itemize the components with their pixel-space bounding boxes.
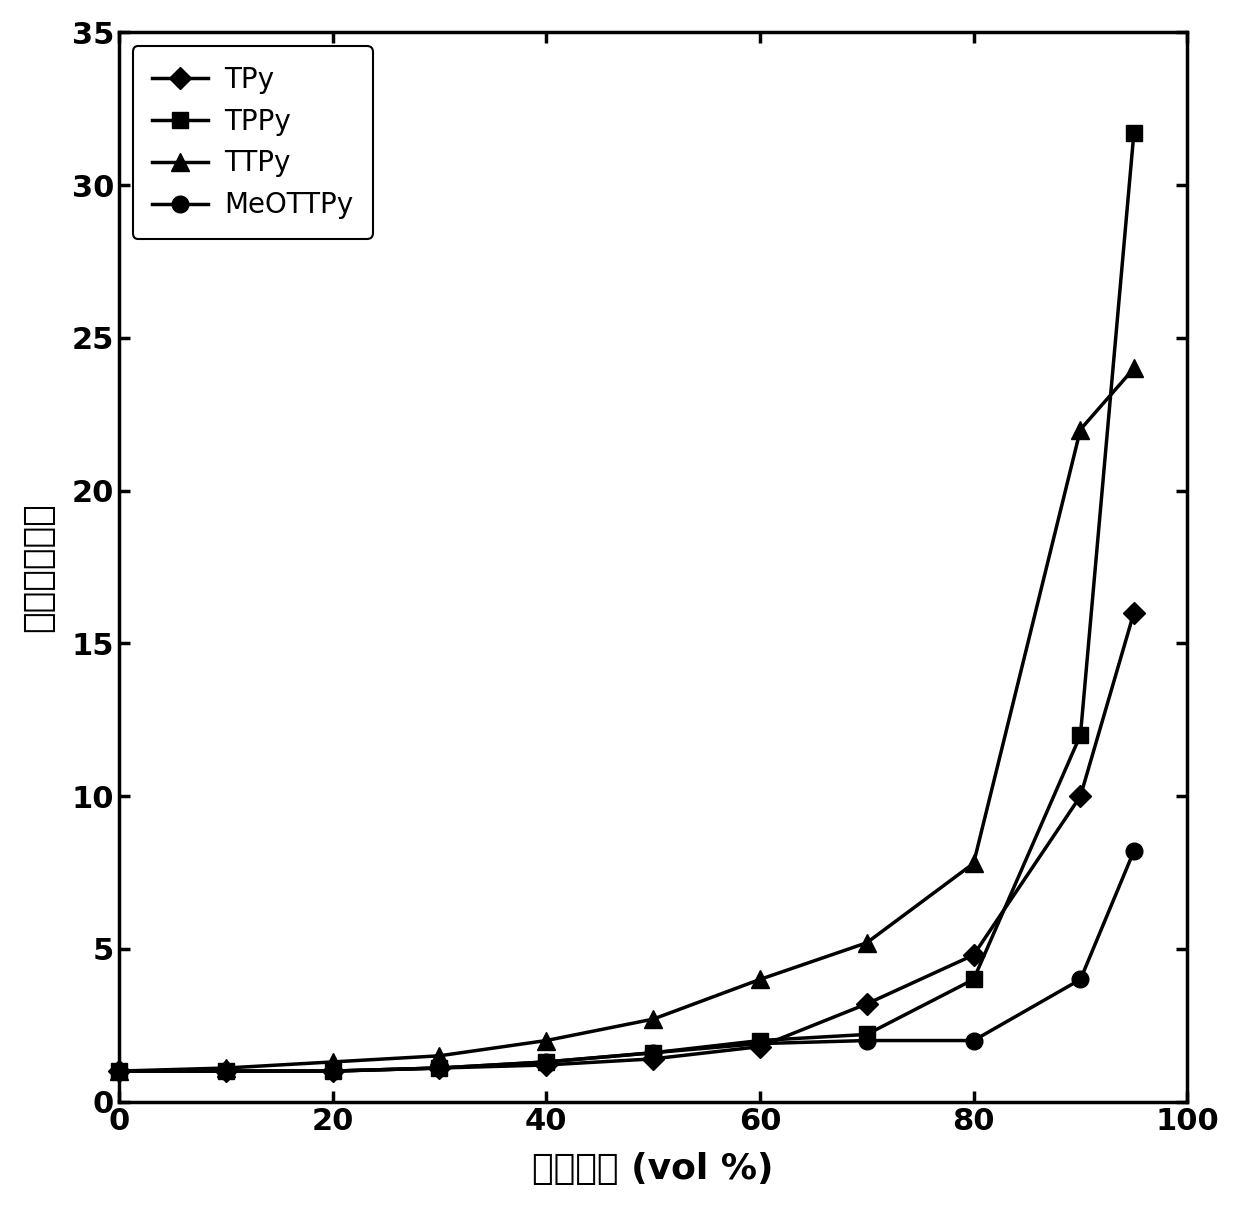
TPPy [859,1027,874,1042]
MeOTTPy [1126,844,1141,858]
TTPy [539,1033,554,1048]
Y-axis label: 荧光增强倍数: 荧光增强倍数 [21,502,55,631]
MeOTTPy [966,1033,981,1048]
TPy [325,1063,340,1078]
TPPy [1073,728,1087,742]
TPPy [218,1063,233,1078]
TTPy [646,1011,661,1026]
TPPy [325,1063,340,1078]
TTPy [432,1049,446,1063]
TPPy [1126,126,1141,140]
TPy [753,1039,768,1054]
TPPy [753,1033,768,1048]
TPPy [966,972,981,986]
TTPy [325,1055,340,1069]
TPPy [646,1045,661,1060]
TPy [1126,606,1141,620]
TPPy [112,1063,126,1078]
TTPy [1073,422,1087,437]
TPy [432,1061,446,1075]
MeOTTPy [432,1061,446,1075]
MeOTTPy [325,1063,340,1078]
MeOTTPy [218,1063,233,1078]
TTPy [1126,361,1141,375]
Line: TPy: TPy [112,605,1142,1079]
TPy [966,947,981,962]
TPPy [539,1055,554,1069]
Line: MeOTTPy: MeOTTPy [110,842,1142,1079]
TPy [859,997,874,1011]
TPy [112,1063,126,1078]
MeOTTPy [539,1055,554,1069]
MeOTTPy [646,1045,661,1060]
MeOTTPy [859,1033,874,1048]
TTPy [753,972,768,986]
TTPy [112,1063,126,1078]
MeOTTPy [753,1037,768,1051]
TPy [1073,789,1087,804]
TTPy [966,856,981,870]
X-axis label: 甲苯含量 (vol %): 甲苯含量 (vol %) [532,1153,774,1186]
Legend: TPy, TPPy, TTPy, MeOTTPy: TPy, TPPy, TTPy, MeOTTPy [133,46,373,239]
TPy [218,1063,233,1078]
Line: TPPy: TPPy [112,126,1142,1079]
TTPy [859,935,874,950]
TPPy [432,1061,446,1075]
TPy [646,1051,661,1066]
MeOTTPy [112,1063,126,1078]
TPy [539,1057,554,1072]
MeOTTPy [1073,972,1087,986]
TTPy [218,1061,233,1075]
Line: TTPy: TTPy [110,360,1143,1080]
